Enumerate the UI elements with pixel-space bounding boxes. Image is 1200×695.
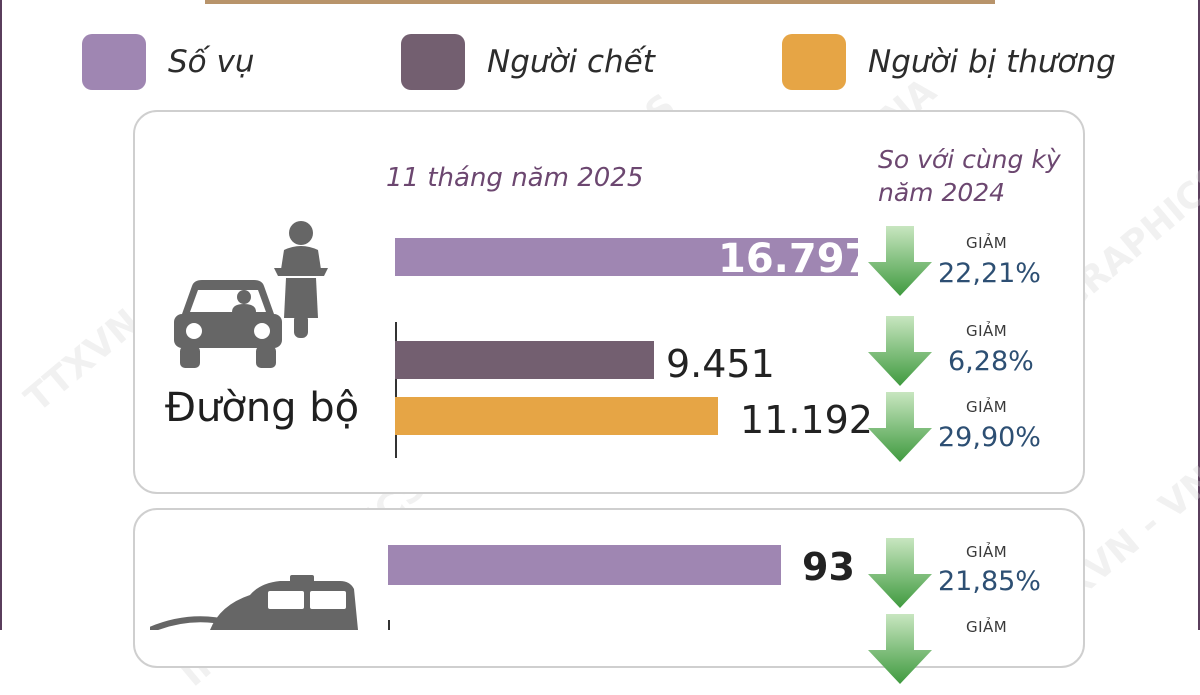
change-pct: 29,90% [938, 422, 1041, 453]
bar-nguoi-chet [395, 341, 654, 379]
down-arrow-icon [868, 226, 932, 296]
bar-value-rail-so-vu: 93 [802, 545, 855, 589]
change-word: GIẢM [966, 234, 1008, 252]
car-icon [174, 280, 282, 368]
bar-value-so-vu: 16.797 [718, 236, 873, 282]
legend-label: Người chết [487, 44, 655, 80]
compare-label: So với cùng kỳ năm 2024 [878, 145, 1061, 207]
change-pct: 6,28% [948, 346, 1034, 377]
bar-nguoi-bi-thuong [395, 397, 718, 435]
legend-item-so-vu: Số vụ [82, 34, 255, 90]
left-frame-line [0, 0, 2, 630]
change-word: GIẢM [966, 618, 1008, 636]
down-arrow-icon [868, 538, 932, 608]
right-frame-line [1198, 0, 1200, 630]
down-arrow-icon [868, 614, 932, 684]
legend-swatch [82, 34, 146, 90]
motorbike-icon [274, 221, 328, 338]
bar-axis [395, 322, 397, 458]
bar-rail-so-vu [388, 545, 781, 585]
legend-swatch [782, 34, 846, 90]
category-label-duong-bo: Đường bộ [165, 385, 360, 431]
bar-value-nguoi-chet: 9.451 [666, 342, 775, 386]
change-pct: 21,85% [938, 566, 1041, 597]
change-word: GIẢM [966, 322, 1008, 340]
legend-item-nguoi-bi-thuong: Người bị thương [782, 34, 1116, 90]
legend-item-nguoi-chet: Người chết [401, 34, 655, 90]
top-banner-edge [205, 0, 995, 4]
train-icon [150, 575, 358, 630]
change-pct: 22,21% [938, 258, 1041, 289]
bar-value-nguoi-bi-thuong: 11.192 [740, 398, 873, 442]
legend-label: Số vụ [168, 44, 255, 80]
legend-swatch [401, 34, 465, 90]
bar-so-vu [395, 238, 858, 276]
period-label: 11 tháng năm 2025 [386, 163, 644, 193]
bar-axis [388, 620, 390, 630]
down-arrow-icon [868, 392, 932, 462]
down-arrow-icon [868, 316, 932, 386]
change-word: GIẢM [966, 398, 1008, 416]
change-word: GIẢM [966, 543, 1008, 561]
legend-label: Người bị thương [868, 44, 1116, 80]
